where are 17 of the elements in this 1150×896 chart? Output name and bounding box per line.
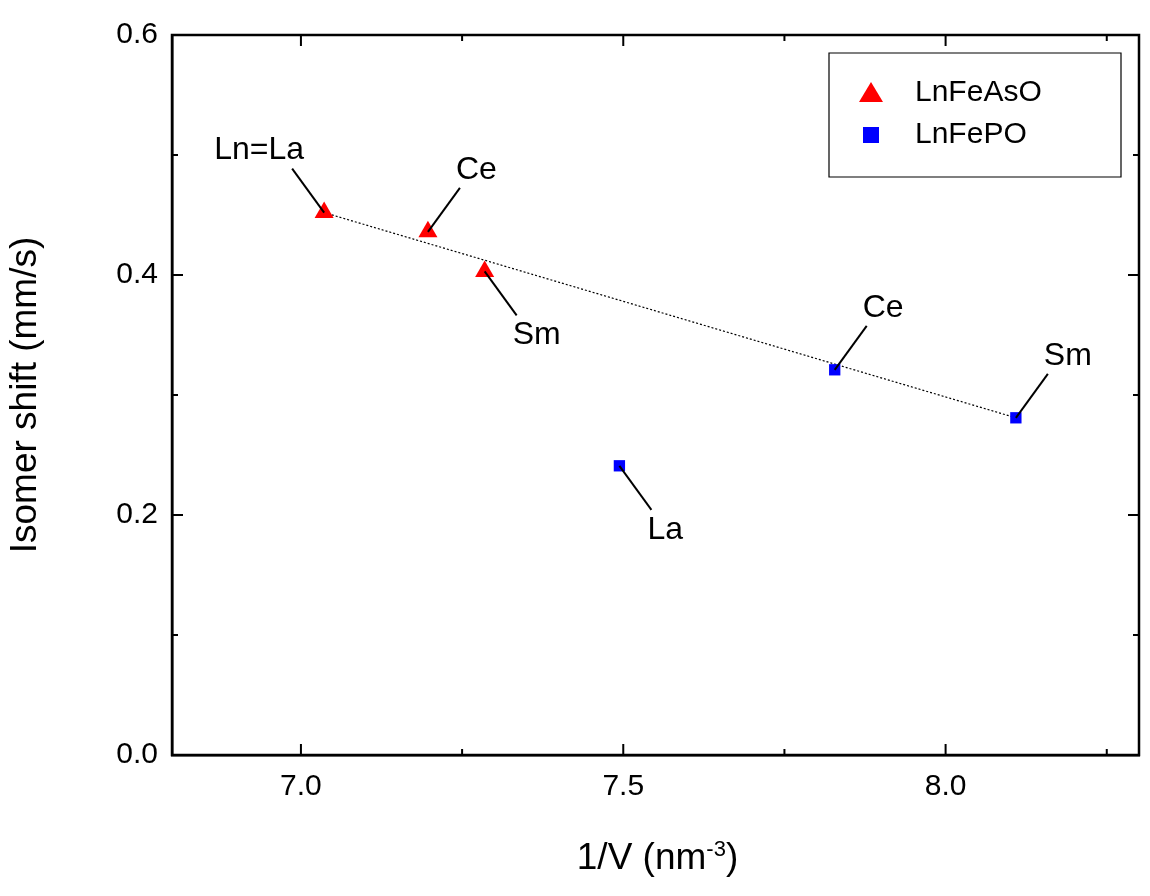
x-tick-label: 7.0 [280, 768, 322, 802]
annotation: La [647, 509, 684, 546]
y-axis-title: Isomer shift (mm/s) [3, 236, 45, 554]
annotation: Ce [862, 287, 904, 324]
annotation: Sm [1043, 335, 1092, 372]
x-tick-label: 8.0 [924, 768, 967, 802]
annotation: Ln=La [214, 130, 305, 167]
legend-label: LnFeAsO [915, 74, 1042, 108]
legend-label: LnFePO [915, 116, 1027, 150]
annotation: Ce [455, 149, 497, 186]
x-tick-label: 7.5 [602, 768, 645, 802]
x-axis-title: 1/V (nm$^{-3}$) [575, 836, 740, 879]
y-tick-label: 0.6 [116, 16, 158, 50]
y-tick-label: 0.4 [116, 256, 158, 290]
y-tick-label: 0.0 [116, 736, 158, 770]
annotation: Sm [512, 315, 561, 352]
y-tick-label: 0.2 [116, 496, 158, 530]
